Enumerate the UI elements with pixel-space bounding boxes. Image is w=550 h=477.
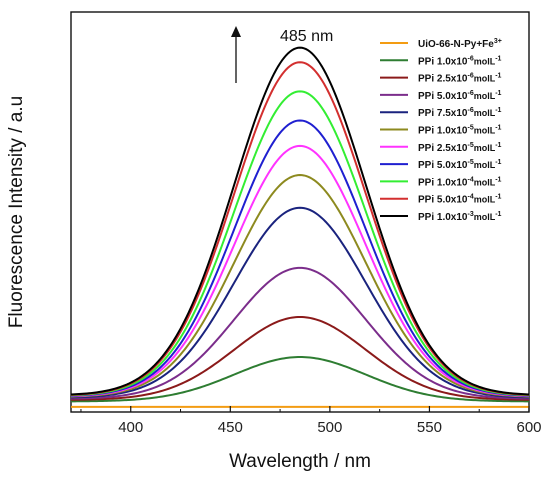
legend-label: PPi 1.0x10-5molL-1	[418, 125, 502, 137]
legend-label: PPi 5.0x10-5molL-1	[418, 159, 502, 171]
series-line-7	[70, 119, 530, 397]
series-line-4	[70, 206, 530, 399]
x-tick-label: 400	[118, 419, 143, 436]
annotation-text: 485 nm	[280, 28, 333, 45]
series-curves	[70, 46, 530, 408]
legend-label: PPi 1.0x10-3molL-1	[418, 211, 502, 223]
legend-label: PPi 1.0x10-4molL-1	[418, 176, 502, 188]
legend-label: PPi 5.0x10-6molL-1	[418, 90, 502, 102]
annotation-arrow-head	[231, 26, 241, 37]
x-tick-label: 600	[516, 419, 541, 436]
peak-annotation: 485 nm	[231, 26, 333, 83]
x-axis-label: Wavelength / nm	[229, 451, 371, 472]
legend-label: PPi 1.0x10-6molL-1	[418, 55, 502, 67]
y-axis-label: Fluorescence Intensity / a.u	[6, 96, 27, 328]
series-line-8	[70, 90, 530, 397]
series-line-9	[70, 61, 530, 396]
legend-label: UiO-66-N-Py+Fe3+	[418, 38, 502, 50]
legend: UiO-66-N-Py+Fe3+ PPi 1.0x10-6molL-1 PPi 2.…	[380, 38, 502, 223]
x-tick-label: 450	[218, 419, 243, 436]
x-axis-ticks: 400 450 500 550 600	[80, 406, 542, 436]
series-line-1	[70, 356, 530, 403]
x-tick-label: 550	[417, 419, 442, 436]
legend-label: PPi 2.5x10-5molL-1	[418, 142, 502, 154]
legend-label: PPi 7.5x10-6molL-1	[418, 107, 502, 119]
series-line-10	[70, 46, 530, 396]
x-tick-label: 500	[317, 419, 342, 436]
legend-label: PPi 5.0x10-4molL-1	[418, 194, 502, 206]
series-line-3	[70, 266, 530, 400]
legend-label: PPi 2.5x10-6molL-1	[418, 73, 502, 85]
series-line-2	[70, 315, 530, 401]
series-line-6	[70, 144, 530, 398]
series-line-5	[70, 174, 530, 398]
plot-frame	[70, 11, 530, 413]
